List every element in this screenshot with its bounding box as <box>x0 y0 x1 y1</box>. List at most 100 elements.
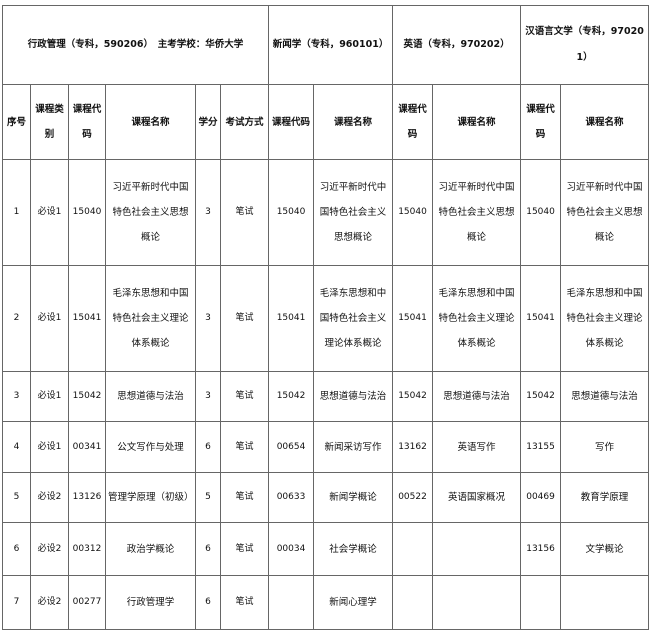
course-name-cell: 思想道德与法治 <box>560 371 650 422</box>
major-header-row: 行政管理（专科，590206） 主考学校：华侨大学 新闻学（专科，960101）… <box>1 5 650 85</box>
table-cell: 13126 <box>68 472 106 523</box>
table-cell <box>392 522 434 576</box>
table-cell: 3 <box>195 371 221 422</box>
table-cell: 6 <box>195 522 221 576</box>
column-header: 课程名称 <box>432 84 522 160</box>
course-name-cell <box>432 522 522 576</box>
table-cell: 1 <box>2 159 31 266</box>
table-cell: 15040 <box>520 159 562 266</box>
course-name-cell: 英语写作 <box>432 421 522 473</box>
table-cell: 00522 <box>392 472 434 523</box>
course-name-cell: 习近平新时代中国特色社会主义思想概论 <box>560 159 650 266</box>
course-name-cell: 习近平新时代中国特色社会主义思想概论 <box>432 159 522 266</box>
table-cell: 00312 <box>68 522 106 576</box>
table-cell <box>520 575 562 630</box>
course-name-cell: 习近平新时代中国特色社会主义思想概论 <box>105 159 196 266</box>
course-name-cell: 政治学概论 <box>105 522 196 576</box>
course-name-cell: 笔试 <box>219 371 270 422</box>
table-row: 7 必设2 00277 行政管理学 6 笔试 新闻心理学 <box>2 575 650 630</box>
course-name-cell: 新闻学概论 <box>313 472 394 523</box>
course-name-cell: 毛泽东思想和中国特色社会主义理论体系概论 <box>432 265 522 372</box>
course-name-cell: 习近平新时代中国特色社会主义思想概论 <box>313 159 394 266</box>
table-cell: 15041 <box>392 265 434 372</box>
column-header-row: 序号 课程类别 课程代码 课程名称 学分 考试方式 课程代码 课程名称 课程代码 课程名称 课程代码… <box>2 84 650 160</box>
course-name-cell: 毛泽东思想和中国特色社会主义理论体系概论 <box>560 265 650 372</box>
column-header: 课程名称 <box>560 84 650 160</box>
table-cell: 00654 <box>268 421 315 473</box>
column-header: 课程代码 <box>520 84 562 160</box>
table-cell: 00277 <box>68 575 106 630</box>
column-header: 课程类别 <box>30 84 69 160</box>
table-row: 5 必设2 13126 管理学原理（初级） 5 笔试 00633 新闻学概论 00522 英语国家… <box>2 472 650 523</box>
table-cell: 15042 <box>68 371 106 422</box>
course-name-cell: 管理学原理（初级） <box>105 472 196 523</box>
course-name-cell: 新闻采访写作 <box>313 421 394 473</box>
table-cell: 13155 <box>520 421 562 473</box>
major-header-admin: 行政管理（专科，590206） 主考学校：华侨大学 <box>1 5 270 85</box>
table-row: 6 必设2 00312 政治学概论 6 笔试 00034 社会学概论 13156 文学概论 <box>2 522 650 576</box>
column-header: 考试方式 <box>219 84 270 160</box>
table-cell: 15042 <box>520 371 562 422</box>
table-cell: 13156 <box>520 522 562 576</box>
table-cell: 00034 <box>268 522 315 576</box>
table-cell: 2 <box>2 265 31 372</box>
table-cell: 15041 <box>268 265 315 372</box>
table-cell: 6 <box>195 575 221 630</box>
table-cell: 必设2 <box>30 575 69 630</box>
table-cell: 00469 <box>520 472 562 523</box>
course-name-cell: 社会学概论 <box>313 522 394 576</box>
table-cell: 15040 <box>268 159 315 266</box>
course-name-cell: 思想道德与法治 <box>432 371 522 422</box>
table-cell: 3 <box>195 159 221 266</box>
course-name-cell: 思想道德与法治 <box>105 371 196 422</box>
column-header: 课程代码 <box>268 84 315 160</box>
table-cell: 必设2 <box>30 522 69 576</box>
table-cell: 15040 <box>68 159 106 266</box>
table-row: 4 必设1 00341 公文写作与处理 6 笔试 00654 新闻采访写作 13162 英语写作 1… <box>2 421 650 473</box>
column-header: 课程名称 <box>313 84 394 160</box>
course-name-cell: 教育学原理 <box>560 472 650 523</box>
major-header-journalism: 新闻学（专科，960101） <box>268 5 394 85</box>
column-header: 课程名称 <box>105 84 196 160</box>
table-cell: 15042 <box>392 371 434 422</box>
table-cell: 13162 <box>392 421 434 473</box>
course-name-cell: 英语国家概况 <box>432 472 522 523</box>
course-name-cell: 笔试 <box>219 159 270 266</box>
column-header: 序号 <box>2 84 31 160</box>
table-cell: 7 <box>2 575 31 630</box>
table-cell: 6 <box>195 421 221 473</box>
course-name-cell: 思想道德与法治 <box>313 371 394 422</box>
course-name-cell <box>432 575 522 630</box>
course-name-cell: 新闻心理学 <box>313 575 394 630</box>
table-cell: 00341 <box>68 421 106 473</box>
major-header-chinese: 汉语言文学（专科，970201） <box>520 5 650 85</box>
table-row: 2 必设1 15041 毛泽东思想和中国特色社会主义理论体系概论 3 笔试 15041 毛泽东… <box>2 265 650 372</box>
table-cell <box>268 575 315 630</box>
course-name-cell: 笔试 <box>219 522 270 576</box>
column-header: 课程代码 <box>392 84 434 160</box>
course-name-cell: 毛泽东思想和中国特色社会主义理论体系概论 <box>105 265 196 372</box>
table-cell: 3 <box>2 371 31 422</box>
course-name-cell: 笔试 <box>219 265 270 372</box>
course-name-cell: 毛泽东思想和中国特色社会主义理论体系概论 <box>313 265 394 372</box>
table-cell: 5 <box>195 472 221 523</box>
table-cell: 3 <box>195 265 221 372</box>
course-name-cell: 笔试 <box>219 472 270 523</box>
table-cell: 15042 <box>268 371 315 422</box>
course-name-cell: 行政管理学 <box>105 575 196 630</box>
table-cell: 5 <box>2 472 31 523</box>
table-cell: 4 <box>2 421 31 473</box>
table-row: 3 必设1 15042 思想道德与法治 3 笔试 15042 思想道德与法治 15042 思想道德… <box>2 371 650 422</box>
column-header: 学分 <box>195 84 221 160</box>
table-cell: 6 <box>2 522 31 576</box>
column-header: 课程代码 <box>68 84 106 160</box>
table-cell: 必设2 <box>30 472 69 523</box>
course-name-cell: 公文写作与处理 <box>105 421 196 473</box>
table-cell: 00633 <box>268 472 315 523</box>
course-name-cell: 写作 <box>560 421 650 473</box>
course-table: 行政管理（专科，590206） 主考学校：华侨大学 新闻学（专科，960101）… <box>1 5 650 630</box>
course-name-cell: 笔试 <box>219 421 270 473</box>
table-cell: 15040 <box>392 159 434 266</box>
table-cell: 15041 <box>68 265 106 372</box>
course-name-cell: 文学概论 <box>560 522 650 576</box>
